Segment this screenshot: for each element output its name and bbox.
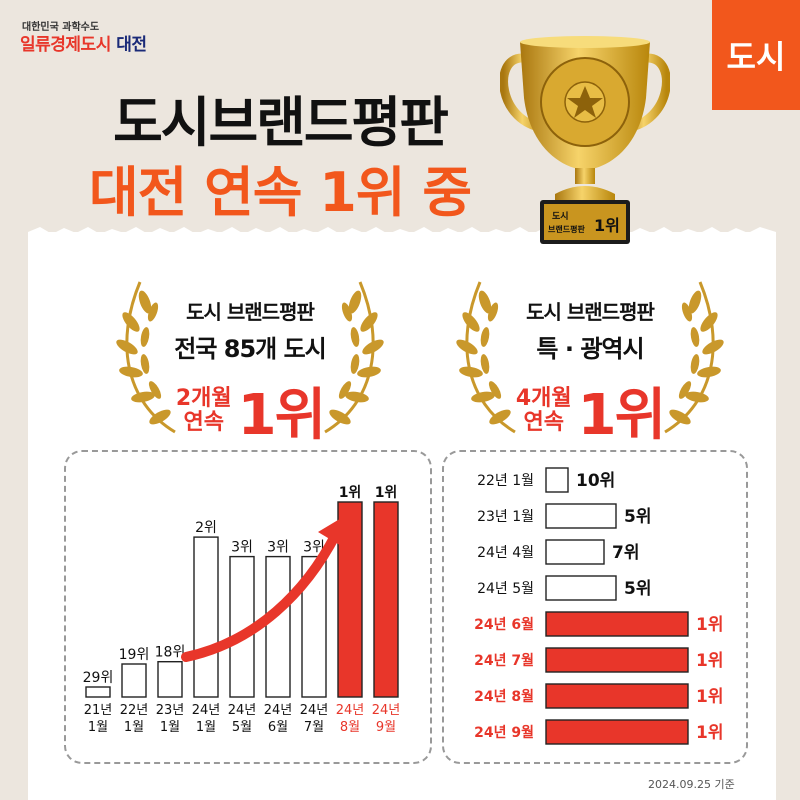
chart-left: 29위 21년 1월 19위 22년 1월 18위 23년 1월 2위 24년 1월 3위 24년 5월 3위… (83, 485, 401, 735)
medal-right-rank: 1위 (577, 383, 666, 448)
chart-right-bar (545, 683, 689, 709)
page-title: 도시브랜드평판 (113, 91, 449, 154)
chart-right-value-label: 10위 (576, 471, 615, 491)
chart-right-category-label: 24년 5월 (477, 581, 534, 597)
medal-left-streak: 2개월 연속 1위 (140, 370, 360, 451)
chart-left-tick-label: 1월 (196, 720, 216, 735)
chart-right-category-label: 24년 8월 (474, 688, 534, 705)
chart-left-tick-label: 23년 (156, 703, 185, 718)
chart-left-tick-label: 24년 (300, 703, 329, 718)
chart-right-box: 22년 1월 10위 23년 1월 5위 24년 4월 7위 24년 5월 5위 24년 6월 1… (442, 450, 748, 764)
chart-right-category-label: 24년 7월 (474, 652, 534, 669)
chart-left-tick-label: 1월 (160, 720, 180, 735)
chart-left-bar (85, 686, 111, 698)
chart-left-tick-label: 1월 (88, 720, 108, 735)
category-tag: 도시 (712, 0, 800, 110)
chart-left-tick-label: 22년 (120, 703, 149, 718)
chart-left-value-label: 3위 (267, 540, 289, 556)
trend-arrow-head (318, 514, 348, 550)
chart-left-bar (121, 663, 147, 698)
medal-right-line2: 특 · 광역시 (536, 335, 644, 363)
medal-right-streak-b: 연속 (523, 409, 564, 435)
chart-left-bar (337, 501, 363, 698)
chart-right-bar (545, 719, 689, 745)
chart-left-tick-label: 24년 (192, 703, 221, 718)
chart-right-value-label: 1위 (696, 651, 723, 671)
chart-left-bar (301, 555, 327, 698)
medal-left-rank: 1위 (237, 383, 326, 448)
chart-left-tick-label: 7월 (304, 720, 324, 735)
chart-right: 22년 1월 10위 23년 1월 5위 24년 4월 7위 24년 5월 5위 24년 6월 1… (474, 467, 723, 745)
chart-left-bar (265, 555, 291, 698)
chart-right-value-label: 1위 (696, 687, 723, 707)
chart-right-bar (545, 467, 569, 493)
chart-right-value-label: 1위 (696, 723, 723, 743)
chart-left-tick-label: 6월 (268, 720, 288, 735)
chart-right-value-label: 1위 (696, 615, 723, 635)
brand-tagline: 대한민국 과학수도 (22, 22, 100, 33)
medal-left-line2: 전국 85개 도시 (174, 335, 327, 363)
medal-left-line1: 도시 브랜드평판 (186, 300, 315, 324)
chart-left-value-label: 29위 (83, 670, 114, 686)
medal-right-line1: 도시 브랜드평판 (526, 300, 655, 324)
medal-left-streak-a: 2개월 (175, 385, 232, 411)
chart-right-category-label: 24년 9월 (474, 724, 534, 741)
brand-logo: 일류경제도시 대전 (20, 30, 147, 55)
brand-logo-a: 일류경제도시 (20, 35, 111, 55)
chart-left-tick-label: 8월 (340, 720, 360, 735)
chart-right-value-label: 5위 (624, 579, 651, 599)
medal-right-streak-a: 4개월 (515, 385, 572, 411)
chart-right-category-label: 24년 6월 (474, 616, 534, 633)
chart-left-value-label: 1위 (339, 485, 362, 501)
chart-left-value-label: 1위 (375, 485, 398, 501)
chart-right-value-label: 5위 (624, 507, 651, 527)
chart-left-tick-label: 21년 (84, 703, 113, 718)
chart-left-bar (193, 536, 219, 698)
chart-right-bar (545, 503, 617, 529)
chart-left-tick-label: 24년 (336, 703, 365, 718)
plaque-top: 도시 (552, 211, 569, 222)
chart-right-category-label: 24년 4월 (477, 545, 534, 561)
chart-left-value-label: 3위 (231, 540, 253, 556)
chart-left-tick-label: 24년 (372, 703, 401, 718)
chart-right-bar (545, 575, 617, 601)
chart-left-tick-label: 24년 (228, 703, 257, 718)
footnote: 2024.09.25 기준 (648, 778, 735, 791)
chart-left-tick-label: 5월 (232, 720, 252, 735)
trophy-icon: 도시 브랜드평판 1위 (500, 36, 670, 244)
chart-right-category-label: 22년 1월 (477, 473, 534, 489)
chart-right-bar (545, 611, 689, 637)
chart-right-category-label: 23년 1월 (477, 509, 534, 525)
trend-arrow (181, 529, 341, 662)
chart-left-value-label: 3위 (303, 540, 325, 556)
chart-left-tick-label: 9월 (376, 720, 396, 735)
plaque-bottom: 브랜드평판 (548, 224, 585, 234)
chart-right-bar (545, 539, 605, 565)
medal-left: 도시 브랜드평판 전국 85개 도시 2개월 연속 1위 (140, 296, 360, 451)
chart-left-bar (157, 660, 183, 698)
plaque-rank: 1위 (594, 216, 620, 235)
medal-right-streak: 4개월 연속 1위 (480, 370, 700, 451)
chart-right-bar (545, 647, 689, 673)
chart-right-value-label: 7위 (612, 543, 639, 563)
chart-left-value-label: 19위 (119, 647, 150, 663)
brand-logo-b: 대전 (116, 35, 147, 55)
laurel-right-icon (456, 281, 724, 434)
chart-left-bar (373, 501, 399, 698)
chart-left-tick-label: 1월 (124, 720, 144, 735)
page-subtitle: 대전 연속 1위 중 (88, 161, 472, 224)
chart-left-box: 29위 21년 1월 19위 22년 1월 18위 23년 1월 2위 24년 1월 3위 24년 5월 3위… (64, 450, 432, 764)
laurel-left-icon (116, 281, 384, 434)
chart-left-value-label: 18위 (155, 645, 186, 661)
chart-left-tick-label: 24년 (264, 703, 293, 718)
medal-left-streak-b: 연속 (183, 409, 224, 435)
chart-left-value-label: 2위 (195, 520, 217, 536)
medal-right: 도시 브랜드평판 특 · 광역시 4개월 연속 1위 (480, 296, 700, 451)
